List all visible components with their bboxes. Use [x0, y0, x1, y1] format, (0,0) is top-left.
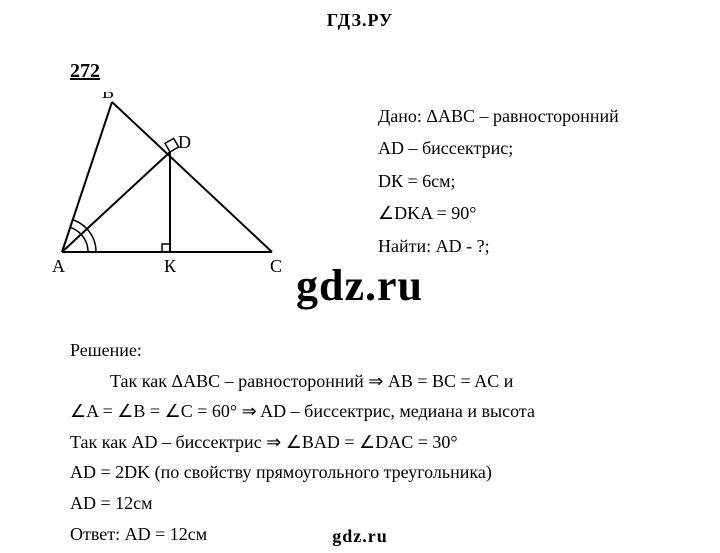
geometry-diagram: A B C D К: [52, 92, 282, 277]
svg-text:B: B: [102, 92, 114, 102]
solution-line-5: AD = 12см: [70, 488, 535, 519]
solution-line-3: Так как AD – биссектрис ⇒ ∠BAD = ∠DAC = …: [70, 427, 535, 458]
given-line-3: DК = 6см;: [378, 165, 619, 197]
watermark: gdz.ru: [296, 260, 423, 311]
solution-line-2: ∠A = ∠B = ∠C = 60° ⇒ AD – биссектрис, ме…: [70, 396, 535, 427]
angle-symbol: ∠: [378, 203, 394, 223]
given-label: Дано:: [378, 106, 426, 126]
svg-text:C: C: [270, 256, 282, 272]
given-line-5: Найти: AD - ?;: [378, 230, 619, 262]
given-line-1: Дано: ΔABC – равносторонний: [378, 100, 619, 132]
solution-heading: Решение:: [70, 335, 535, 366]
solution-line-4: AD = 2DK (по свойству прямоугольного тре…: [70, 457, 535, 488]
svg-text:D: D: [178, 132, 191, 152]
given-line-2: AD – биссектрис;: [378, 132, 619, 164]
given-text: ABC – равносторонний: [438, 106, 619, 126]
given-block: Дано: ΔABC – равносторонний AD – биссект…: [378, 100, 619, 262]
svg-text:К: К: [164, 256, 177, 272]
triangle-symbol: Δ: [426, 106, 438, 126]
given-text: DKA = 90°: [394, 203, 476, 223]
problem-number: 272: [70, 60, 100, 83]
svg-text:A: A: [52, 256, 65, 272]
header-logo: ГДЗ.РУ: [327, 10, 393, 31]
solution-line-1: Так как ΔABC – равносторонний ⇒ AB = BC …: [70, 366, 535, 397]
solution-block: Решение: Так как ΔABC – равносторонний ⇒…: [70, 335, 535, 549]
solution-line-6: Ответ: AD = 12см: [70, 519, 535, 550]
footer-logo: gdz.ru: [332, 526, 388, 547]
given-line-4: ∠DKA = 90°: [378, 197, 619, 229]
